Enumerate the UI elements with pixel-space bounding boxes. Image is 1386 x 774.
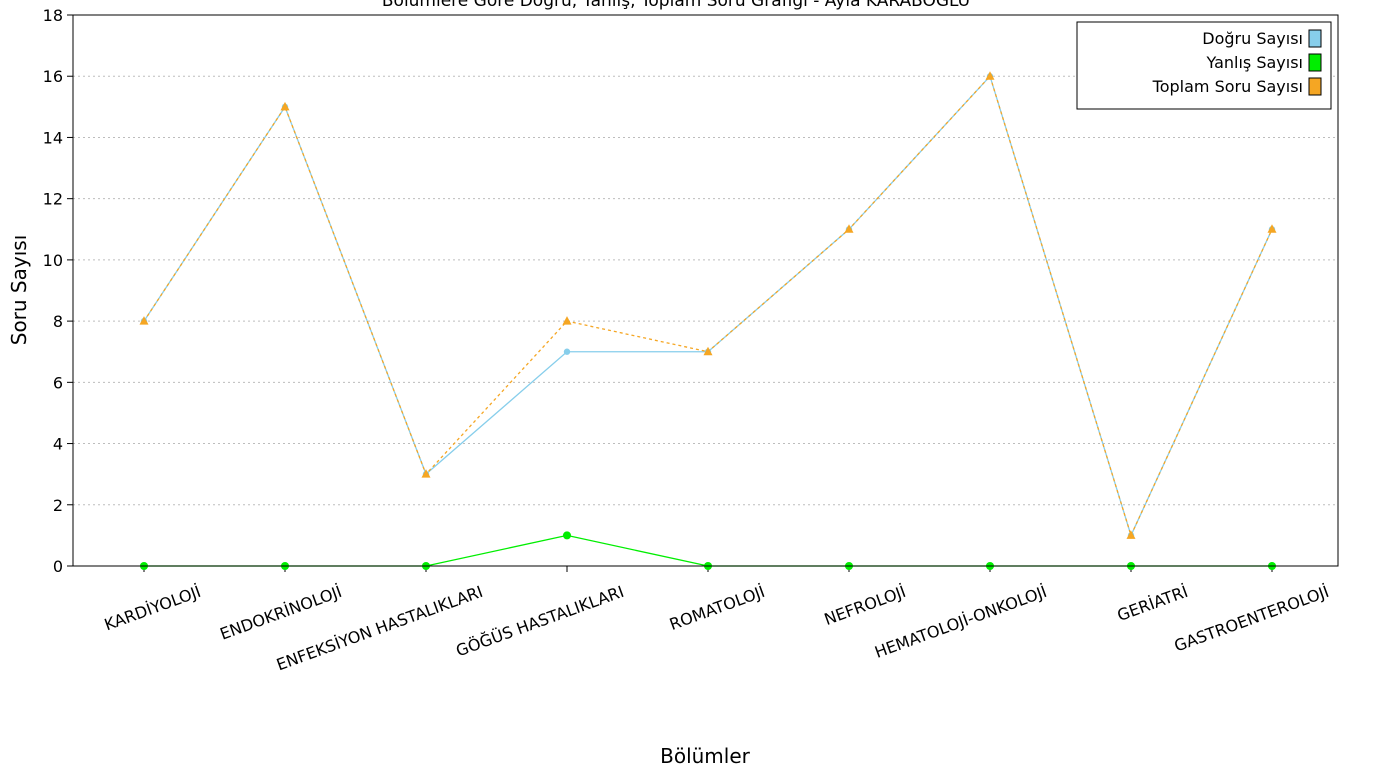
legend-label: Toplam Soru Sayısı [1152,77,1303,96]
y-tick-label: 4 [53,435,63,454]
legend-box [1076,21,1332,110]
y-tick-label: 16 [43,67,63,86]
y-tick-label: 18 [43,6,63,25]
legend-swatch [1308,53,1322,72]
x-tick-label: ROMATOLOJİ [667,582,767,634]
legend-label: Yanlış Sayısı [1206,53,1303,72]
data-point [985,71,995,80]
data-point [280,101,290,111]
x-tick-label: GASTROENTEROLOJİ [1172,582,1332,656]
y-axis-ticks: 0 2 4 6 8 10 12 14 16 18 [43,6,73,576]
series-line [143,74,1273,538]
x-tick-label: NEFROLOJİ [822,582,909,629]
plot-frame [72,14,1339,567]
y-tick-label: 10 [43,251,63,270]
y-tick-label: 2 [53,496,63,515]
data-point [563,348,571,355]
x-tick-label: KARDİYOLOJİ [102,582,204,634]
legend-label: Doğru Sayısı [1202,29,1303,48]
legend: Doğru Sayısı Yanlış Sayısı Toplam Soru Say… [1076,21,1332,110]
data-point [844,224,854,233]
legend-swatch [1308,77,1322,96]
series-line [143,74,1273,538]
series-line [144,534,1272,567]
x-tick-label: GERİATRİ [1115,582,1191,625]
data-point [563,531,571,540]
data-point [1267,224,1277,233]
data-point [703,346,713,356]
data-point [421,469,431,478]
data-point [562,316,572,325]
y-tick-label: 0 [53,557,63,576]
x-tick-label: ENDOKRİNOLOJİ [217,582,344,644]
y-tick-label: 8 [53,312,63,331]
y-axis-label: Soru Sayısı [7,235,31,346]
chart-title: Bölümlere Göre Doğru, Yanlış, Toplam Sor… [382,0,970,11]
y-tick-label: 12 [43,190,63,209]
gridlines [73,75,1338,506]
y-tick-label: 6 [53,373,63,392]
data-point [139,316,149,325]
legend-swatch [1308,29,1322,48]
data-point [1126,530,1136,539]
y-tick-label: 14 [43,128,63,147]
x-axis-label: Bölümler [660,744,751,768]
